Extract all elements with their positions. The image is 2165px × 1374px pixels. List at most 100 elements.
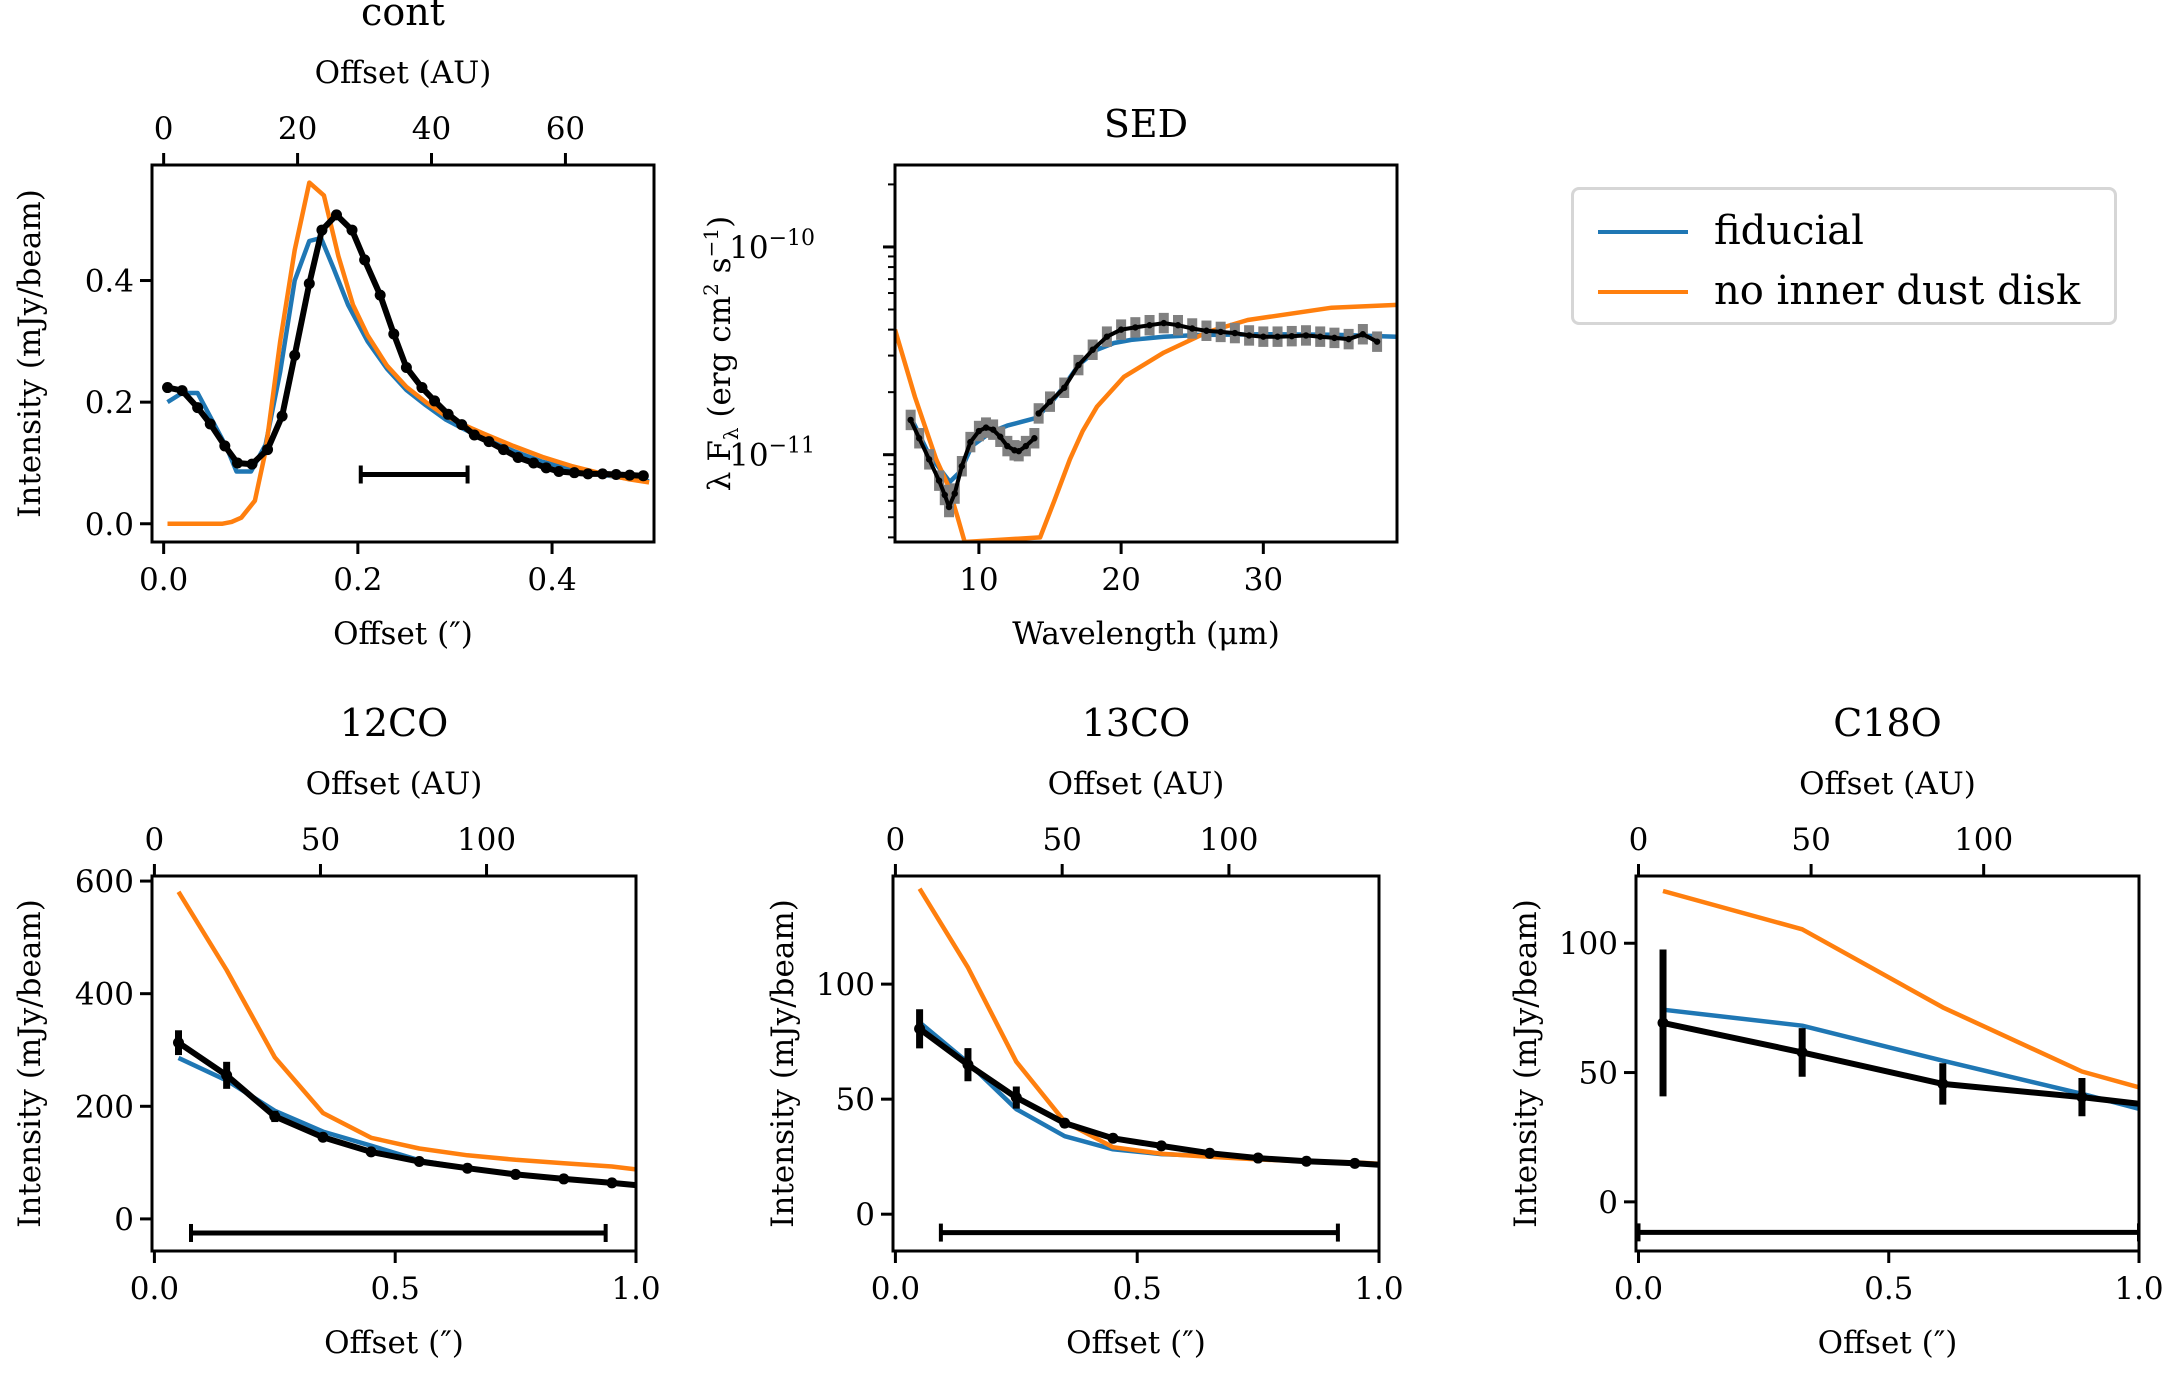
data-point — [262, 444, 274, 456]
series-line-no-inner-dust-disk — [167, 180, 650, 527]
data-point — [512, 451, 524, 463]
panel-c18o: 0.0 0.5 1.0 0 50 100 0 50 100 Offset (AU) C18O Offs… — [1508, 701, 2164, 1361]
data-point — [597, 468, 609, 480]
series-line-fiducial — [166, 235, 650, 484]
panel-title: C18O — [1833, 701, 1942, 745]
x-tick-label: 1.0 — [1354, 1271, 1403, 1307]
top-x-axis-label: Offset (AU) — [1048, 766, 1225, 802]
plot-area — [172, 890, 636, 1242]
data-point — [1373, 338, 1381, 345]
y-axis-label: Intensity (mJy/beam) — [765, 899, 801, 1228]
y-tick-label: 0 — [1598, 1185, 1618, 1221]
y-tick-label: 50 — [836, 1082, 875, 1118]
data-point — [1302, 332, 1310, 339]
y-axis-label: Intensity (mJy/beam) — [12, 189, 48, 518]
series-line-fiducial — [177, 1055, 636, 1188]
axes-frame — [893, 163, 1399, 544]
data-point — [1231, 329, 1239, 337]
panel-title: SED — [1104, 102, 1188, 146]
data-point — [1155, 1140, 1167, 1152]
data-point — [497, 444, 509, 456]
data-point — [442, 408, 454, 420]
data-point — [1345, 335, 1352, 343]
top-x-tick-label: 0 — [145, 822, 165, 858]
data-point — [1245, 332, 1253, 339]
data-point — [1174, 322, 1182, 329]
data-point — [1331, 334, 1338, 342]
data-point — [637, 470, 649, 482]
top-x-tick-label: 50 — [301, 822, 340, 858]
data-point — [1359, 331, 1367, 338]
x-axis-label: Offset (″) — [1818, 1325, 1958, 1361]
x-tick-label: 10 — [959, 562, 998, 598]
data-point — [925, 456, 933, 463]
data-point — [388, 328, 400, 340]
data-point — [176, 385, 188, 397]
data-point — [975, 427, 983, 435]
data-point — [192, 402, 204, 414]
plot-area — [1636, 888, 2139, 1242]
panel-13co: 0.0 0.5 1.0 0 50 100 0 50 100 Offset (AU) 13CO Offs… — [765, 701, 1404, 1361]
data-point — [1274, 333, 1281, 340]
legend-item-no-inner-dust-disk: no inner dust disk — [1574, 262, 2114, 322]
y-axis-label: Intensity (mJy/beam) — [1508, 899, 1544, 1228]
y-tick-label: 0.0 — [85, 507, 134, 543]
top-x-axis-label: Offset (AU) — [1799, 766, 1976, 802]
data-point — [1031, 435, 1038, 442]
top-x-tick-label: 20 — [278, 111, 317, 147]
data-point — [303, 278, 315, 290]
data-point — [1796, 1046, 1808, 1058]
legend-swatch-no-inner-dust-disk — [1598, 290, 1688, 294]
data-point — [429, 395, 441, 407]
y-tick-label: 400 — [75, 977, 134, 1013]
top-x-tick-label: 100 — [457, 822, 516, 858]
data-point — [951, 490, 958, 497]
data-point — [221, 1069, 233, 1081]
y-tick-label: 200 — [75, 1089, 134, 1125]
panel-title: 13CO — [1082, 701, 1191, 745]
data-point — [1035, 410, 1042, 417]
data-point — [461, 1162, 473, 1174]
data-point — [945, 503, 953, 511]
top-x-tick-label: 0 — [886, 822, 906, 858]
data-point — [528, 457, 540, 469]
plot-area — [162, 180, 650, 527]
data-point — [276, 410, 288, 422]
data-point — [162, 382, 174, 394]
legend-swatch-fiducial — [1598, 230, 1688, 234]
data-point — [1059, 1117, 1071, 1129]
data-point — [1004, 442, 1011, 450]
plot-area — [914, 887, 1379, 1242]
top-x-tick-label: 100 — [1954, 822, 2013, 858]
series-line-observed — [917, 1026, 1379, 1168]
top-x-tick-label: 100 — [1199, 822, 1258, 858]
data-point — [510, 1168, 522, 1180]
y-tick-label: 100 — [816, 967, 875, 1003]
series-line-no-inner-dust-disk — [176, 890, 636, 1172]
data-point — [400, 361, 412, 373]
series-line-no-inner-dust-disk — [917, 887, 1379, 1167]
data-point — [1317, 333, 1324, 340]
data-point — [914, 1023, 926, 1035]
data-point — [456, 419, 468, 431]
data-point — [941, 491, 948, 499]
data-point — [1260, 333, 1267, 340]
plot-area — [895, 302, 1397, 542]
x-axis-label: Offset (″) — [1066, 1325, 1206, 1361]
x-tick-label: 1.0 — [611, 1271, 660, 1307]
data-point — [958, 463, 966, 470]
data-point — [316, 224, 328, 236]
data-point — [1204, 1147, 1216, 1159]
legend-label: no inner dust disk — [1714, 268, 2081, 314]
x-axis-label: Offset (″) — [333, 616, 473, 652]
data-point — [1146, 322, 1153, 329]
x-axis-label: Wavelength (μm) — [1012, 616, 1280, 652]
data-point — [935, 477, 943, 484]
data-point — [962, 1059, 974, 1071]
data-point — [246, 458, 258, 470]
x-tick-label: 0.0 — [130, 1271, 179, 1307]
panel-12co: 0.0 0.5 1.0 0 200 400 600 0 50 100 Offset (AU) 12CO… — [12, 701, 661, 1361]
data-point — [568, 467, 580, 479]
data-point — [558, 1173, 570, 1185]
